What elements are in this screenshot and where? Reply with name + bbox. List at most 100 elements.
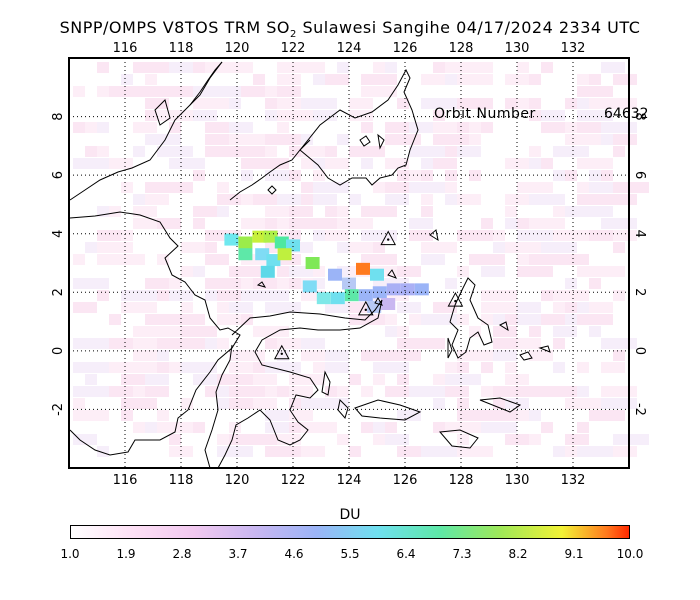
bg-pixel: [157, 146, 193, 157]
bg-pixel: [277, 62, 301, 73]
bg-pixel: [361, 350, 385, 361]
bg-pixel: [457, 410, 481, 421]
bg-pixel: [361, 86, 397, 97]
bg-pixel: [205, 290, 217, 301]
bg-pixel: [397, 326, 409, 337]
lat-tick-right: 2: [632, 288, 647, 296]
bg-pixel: [133, 362, 169, 373]
bg-pixel: [541, 110, 553, 121]
bg-pixel: [349, 194, 361, 205]
volcano-icon: [380, 230, 397, 246]
bg-pixel: [133, 398, 145, 409]
bg-pixel: [397, 158, 409, 169]
bg-pixel: [565, 134, 601, 145]
bg-pixel: [217, 398, 229, 409]
bg-pixel: [613, 146, 625, 157]
bg-pixel: [181, 314, 205, 325]
bg-pixel: [445, 182, 457, 193]
bg-pixel: [601, 170, 613, 181]
lon-tick-top: 128: [449, 41, 474, 56]
bg-pixel: [577, 302, 589, 313]
bg-pixel: [421, 98, 445, 109]
bg-pixel: [529, 146, 541, 157]
bg-pixel: [553, 110, 565, 121]
bg-pixel: [301, 194, 313, 205]
bg-pixel: [73, 434, 97, 445]
bg-pixel: [193, 374, 229, 385]
bg-pixel: [361, 122, 373, 133]
bg-pixel: [457, 146, 481, 157]
bg-pixel: [145, 74, 157, 85]
bg-pixel: [601, 122, 637, 133]
bg-pixel: [337, 158, 349, 169]
lon-tick-bottom: 128: [449, 473, 474, 488]
bg-pixel: [613, 242, 625, 253]
bg-pixel: [457, 362, 469, 373]
bg-pixel: [541, 314, 577, 325]
bg-pixel: [409, 266, 421, 277]
bg-pixel: [385, 350, 421, 361]
bg-pixel: [457, 422, 481, 433]
colorbar-tick: 9.1: [564, 547, 584, 561]
bg-pixel: [337, 206, 349, 217]
bg-pixel: [289, 266, 325, 277]
bg-pixel: [289, 374, 325, 385]
bg-pixel: [241, 266, 265, 277]
bg-pixel: [193, 218, 205, 229]
bg-pixel: [265, 302, 301, 313]
bg-pixel: [349, 302, 373, 313]
bg-pixel: [157, 254, 169, 265]
bg-pixel: [505, 362, 517, 373]
bg-pixel: [121, 410, 133, 421]
bg-pixel: [253, 86, 265, 97]
bg-pixel: [313, 182, 349, 193]
bg-pixel: [217, 386, 229, 397]
bg-pixel: [253, 146, 265, 157]
volcano-dot: [364, 308, 367, 312]
bg-pixel: [565, 254, 577, 265]
bg-pixel: [289, 206, 313, 217]
bg-pixel: [97, 230, 133, 241]
lon-tick-bottom: 118: [169, 473, 194, 488]
bg-pixel: [421, 206, 433, 217]
bg-pixel: [145, 314, 169, 325]
colorbar-tick: 3.7: [228, 547, 248, 561]
bg-pixel: [349, 98, 373, 109]
bg-pixel: [565, 122, 577, 133]
bg-pixel: [265, 134, 289, 145]
bg-pixel: [457, 350, 493, 361]
bg-pixel: [229, 362, 253, 373]
bg-pixel: [529, 218, 565, 229]
bg-pixel: [289, 170, 301, 181]
bg-pixel: [169, 290, 193, 301]
bg-pixel: [577, 122, 589, 133]
lon-tick-top: 116: [113, 41, 138, 56]
bg-pixel: [409, 122, 445, 133]
bg-pixel: [265, 410, 289, 421]
bg-pixel: [469, 122, 481, 133]
lon-tick-top: 130: [505, 41, 530, 56]
lon-tick-bottom: 126: [393, 473, 418, 488]
bg-pixel: [229, 98, 241, 109]
bg-pixel: [157, 86, 193, 97]
bg-pixel: [193, 86, 229, 97]
so2-pixel: [266, 254, 281, 267]
bg-pixel: [181, 338, 205, 349]
lon-tick-bottom: 116: [113, 473, 138, 488]
bg-pixel: [337, 230, 349, 241]
bg-pixel: [577, 446, 613, 457]
bg-pixel: [241, 170, 253, 181]
bg-pixel: [601, 338, 637, 349]
bg-pixel: [457, 266, 469, 277]
bg-pixel: [577, 362, 589, 373]
bg-pixel: [613, 350, 625, 361]
lat-tick-left: 2: [51, 288, 66, 296]
bg-pixel: [613, 266, 625, 277]
bg-pixel: [613, 98, 637, 109]
bg-pixel: [133, 146, 145, 157]
bg-pixel: [133, 326, 169, 337]
bg-pixel: [181, 326, 217, 337]
bg-pixel: [181, 302, 193, 313]
bg-pixel: [277, 338, 301, 349]
bg-pixel: [229, 386, 265, 397]
